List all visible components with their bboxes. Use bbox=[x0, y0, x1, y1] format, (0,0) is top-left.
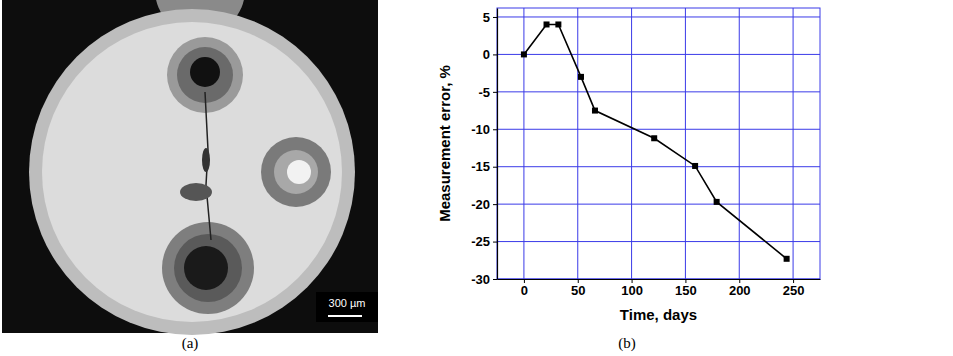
x-axis: 0 50 100 150 200 250 bbox=[498, 279, 821, 298]
panel-caption: (b) bbox=[618, 335, 636, 352]
scale-bar bbox=[328, 315, 362, 317]
x-tick: 250 bbox=[783, 279, 805, 298]
data-point bbox=[555, 21, 561, 27]
grid-line-y bbox=[497, 204, 820, 205]
y-tick-label: 5 bbox=[483, 10, 490, 25]
y-tick-label: 0 bbox=[483, 47, 490, 62]
disk-inner bbox=[42, 22, 342, 322]
data-point bbox=[714, 199, 720, 205]
y-tick: -30 bbox=[471, 272, 497, 287]
chart: 0 50 100 150 200 250 -30 -25 -20 -15 -10 -5 0 5 Time, … bbox=[436, 8, 821, 323]
y-tick: -10 bbox=[471, 122, 497, 137]
ring-outer bbox=[261, 137, 331, 207]
y-tick-mark bbox=[493, 204, 497, 205]
data-point bbox=[692, 163, 698, 169]
data bbox=[521, 21, 790, 261]
grid-line-y bbox=[497, 91, 820, 92]
y-tick: -20 bbox=[471, 197, 497, 212]
data-point bbox=[651, 135, 657, 141]
grid-line-x bbox=[793, 8, 794, 279]
grid-line-y bbox=[497, 54, 820, 55]
grid-line-x bbox=[523, 8, 524, 279]
x-tick-label: 100 bbox=[621, 283, 643, 298]
y-tick-mark bbox=[493, 54, 497, 55]
grid-line-y bbox=[497, 241, 820, 242]
ring-hole bbox=[287, 160, 311, 184]
y-tick-label: -5 bbox=[478, 85, 490, 100]
y-tick-mark bbox=[493, 242, 497, 243]
x-tick-label: 50 bbox=[571, 283, 585, 298]
scale-bar-label: 300 µm bbox=[329, 297, 366, 309]
particle bbox=[202, 148, 210, 172]
x-tick: 50 bbox=[571, 279, 585, 298]
electrode2-ring bbox=[162, 222, 254, 314]
y-tick: -5 bbox=[478, 85, 497, 100]
electrode-core bbox=[190, 57, 220, 87]
disk-outer bbox=[29, 9, 355, 335]
y-axis-title: Measurement error, % bbox=[436, 65, 453, 222]
x-tick: 0 bbox=[521, 279, 528, 298]
grid-line-x bbox=[577, 8, 578, 279]
y-tick-mark bbox=[493, 279, 497, 280]
data-point bbox=[592, 108, 598, 114]
grid-line-y bbox=[497, 279, 820, 280]
data-point bbox=[521, 51, 527, 57]
scale-bar-box bbox=[316, 292, 378, 322]
data-point bbox=[784, 256, 790, 262]
y-tick: -25 bbox=[471, 234, 497, 249]
y-axis: -30 -25 -20 -15 -10 -5 0 5 bbox=[471, 9, 497, 287]
y-tick: 5 bbox=[483, 10, 497, 25]
y-tick: 0 bbox=[483, 47, 497, 62]
grid bbox=[497, 8, 820, 279]
grid-line-y bbox=[497, 16, 820, 17]
y-tick-mark bbox=[493, 92, 497, 93]
x-tick-label: 200 bbox=[729, 283, 751, 298]
ring-middle bbox=[274, 150, 318, 194]
y-tick-label: -15 bbox=[471, 159, 490, 174]
grid-line-y bbox=[497, 129, 820, 130]
grid-line-x bbox=[685, 8, 686, 279]
y-tick-mark bbox=[493, 167, 497, 168]
electrode2-inner bbox=[174, 234, 242, 302]
y-tick-mark bbox=[493, 129, 497, 130]
y-axis-line bbox=[497, 9, 498, 280]
figure: 300 µm 0 50 100 150 200 250 -30 -25 -20 -15 -10 -5 0 5… bbox=[0, 0, 953, 356]
x-tick: 200 bbox=[729, 279, 751, 298]
y-tick-label: -20 bbox=[471, 197, 490, 212]
x-axis-line bbox=[498, 279, 821, 280]
x-tick: 150 bbox=[675, 279, 697, 298]
image-background bbox=[2, 0, 378, 333]
grid-line-y bbox=[497, 166, 820, 167]
panel-caption: (a) bbox=[182, 335, 199, 352]
x-axis-title: Time, days bbox=[620, 306, 697, 323]
micrograph: 300 µm bbox=[2, 0, 378, 335]
electrode2-core bbox=[184, 246, 228, 290]
x-tick-label: 0 bbox=[521, 283, 528, 298]
y-tick-label: -25 bbox=[471, 234, 490, 249]
y-tick: -15 bbox=[471, 159, 497, 174]
particle bbox=[180, 183, 212, 201]
y-tick-mark bbox=[493, 17, 497, 18]
grid-line-x bbox=[631, 8, 632, 279]
plot-area bbox=[497, 8, 820, 279]
data-point bbox=[544, 21, 550, 27]
x-tick: 100 bbox=[621, 279, 643, 298]
series-line bbox=[524, 24, 787, 258]
grid-line-x bbox=[739, 8, 740, 279]
y-tick-label: -30 bbox=[471, 272, 490, 287]
x-tick-label: 250 bbox=[783, 283, 805, 298]
data-point bbox=[578, 74, 584, 80]
y-tick-label: -10 bbox=[471, 122, 490, 137]
x-tick-label: 150 bbox=[675, 283, 697, 298]
